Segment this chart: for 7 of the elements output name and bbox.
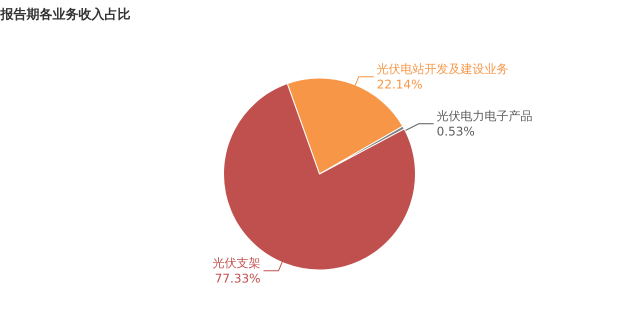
data-label: 22.14% <box>376 78 422 92</box>
data-label: 77.33% <box>214 272 261 286</box>
slice-label: 光伏电站开发及建设业务 <box>376 62 509 76</box>
data-label: 0.53% <box>436 124 475 139</box>
slice-label: 光伏支架 <box>212 256 261 270</box>
slice-label: 光伏电力电子产品 <box>436 108 533 123</box>
text: 报告期各业务收入占比 <box>0 6 130 22</box>
